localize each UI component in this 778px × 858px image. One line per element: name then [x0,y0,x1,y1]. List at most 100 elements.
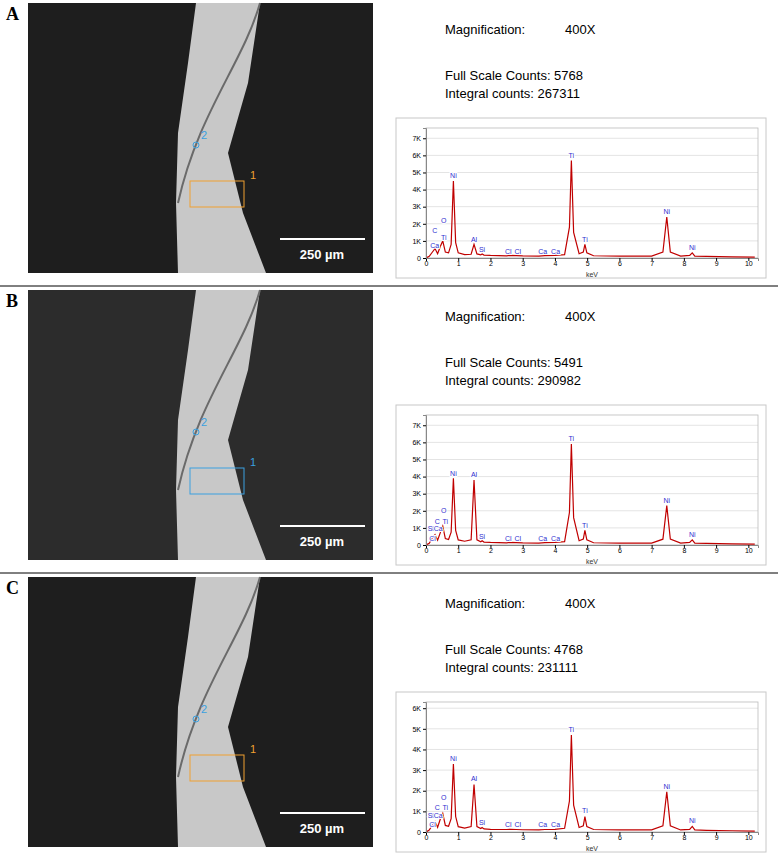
plot-area [426,444,755,545]
sem-image: 12250 µm [28,3,373,273]
y-tick-label: 1K [412,238,421,245]
x-tick-label: 3 [521,547,525,554]
y-tick: 6K [412,152,426,159]
y-tick-label: 7K [412,422,421,429]
peak-label: Si [479,246,486,253]
y-tick-mark [423,791,426,792]
x-tick-label: 4 [553,260,557,267]
x-tick-label: 10 [745,547,753,554]
x-tick: 1 [457,545,461,554]
panel-separator [0,286,778,287]
y-tick: 1K [412,525,426,532]
x-tick: 0 [425,832,429,841]
region-label: 2 [201,703,207,715]
x-tick: 4 [553,832,557,841]
y-tick-mark [423,528,426,529]
y-tick-label: 1K [412,525,421,532]
y-tick: 3K [412,767,426,774]
peak-label: Ni [689,244,696,251]
y-tick: 6K [412,705,426,712]
x-axis: 012345678910 [425,832,759,841]
y-tick: 4K [412,473,426,480]
image-background [28,577,373,847]
peak-label: Ti [569,435,575,442]
annotation: Full Scale Counts: 4768 [445,642,583,657]
peak-label: Ni [689,817,696,824]
y-tick-mark [423,477,426,478]
y-tick-mark [423,459,426,460]
y-tick-label: 5K [412,169,421,176]
y-tick-label: 3K [412,767,421,774]
plot-frame [426,128,758,258]
scale-bar-label: 250 µm [300,821,344,836]
y-tick-mark [423,832,426,833]
y-tick-label: 0 [417,829,421,836]
x-tick: 3 [521,832,525,841]
peak-label: Si [479,533,486,540]
grid-line [426,155,758,156]
annotation: Integral counts: 290982 [445,373,581,388]
x-tick-label: 0 [425,834,429,841]
x-tick: 2 [489,545,493,554]
peak-label: Ca [538,248,547,255]
y-tick-mark [423,138,426,139]
scale-bar-label: 250 µm [300,534,344,549]
x-tick-label: 2 [489,834,493,841]
x-tick: 1 [457,832,461,841]
y-tick-mark [423,545,426,546]
x-tick-label: 9 [715,547,719,554]
y-tick-label: 6K [412,152,421,159]
x-tick-label: 9 [715,260,719,267]
y-tick: 3K [412,203,426,210]
x-axis-title: keV [586,845,598,852]
y-tick: 0 [417,829,426,836]
y-tick: 7K [412,422,426,429]
x-axis-title: keV [586,271,598,278]
grid-line [426,442,758,443]
spectrum-line [426,161,755,259]
grid-line [426,138,758,139]
y-tick-label: 2K [412,221,421,228]
y-tick-mark [423,708,426,709]
peak-label: Ti [582,522,588,529]
peak-label: Ti [569,152,575,159]
peak-label: Cl [515,821,522,828]
x-axis-line [427,259,759,262]
x-tick: 8 [682,258,686,267]
x-axis-title: keV [586,558,598,565]
chart-frame [396,405,766,565]
x-axis: 012345678910 [425,545,759,554]
x-tick-label: 2 [489,260,493,267]
scale-bar [280,525,365,527]
grid-line [426,223,758,224]
peak-label: Ni [450,172,457,179]
y-tick-mark [423,425,426,426]
y-tick-mark [423,811,426,812]
y-axis: 01K2K3K4K5K6K7K [412,129,426,262]
spectrum-line [426,444,755,545]
panel: C12250 µmMagnification:400XFull Scale Co… [6,577,766,852]
scale-bar-label: 250 µm [300,247,344,262]
peak-label: O [441,794,447,801]
y-tick-label: 2K [412,508,421,515]
peak-label: Ni [663,208,670,215]
y-axis-line [423,416,427,546]
peak-label: C [432,227,437,234]
x-tick: 9 [715,258,719,267]
y-tick: 1K [412,808,426,815]
sem-image: 12250 µm [28,577,373,847]
grid-line [426,172,758,173]
y-tick: 2K [412,508,426,515]
grid-line [426,728,758,729]
grid-line [426,770,758,771]
annotation: Integral counts: 231111 [445,660,578,675]
x-axis-line [427,833,759,836]
peak-label: Ti [582,236,588,243]
peak-label: O [441,217,447,224]
y-tick: 3K [412,490,426,497]
annotation: Magnification: [445,309,525,324]
peak-label: Ti [443,518,449,525]
peak-label: Cl [505,821,512,828]
peak-label: Ca [434,812,443,819]
peak-label: C [435,804,440,811]
